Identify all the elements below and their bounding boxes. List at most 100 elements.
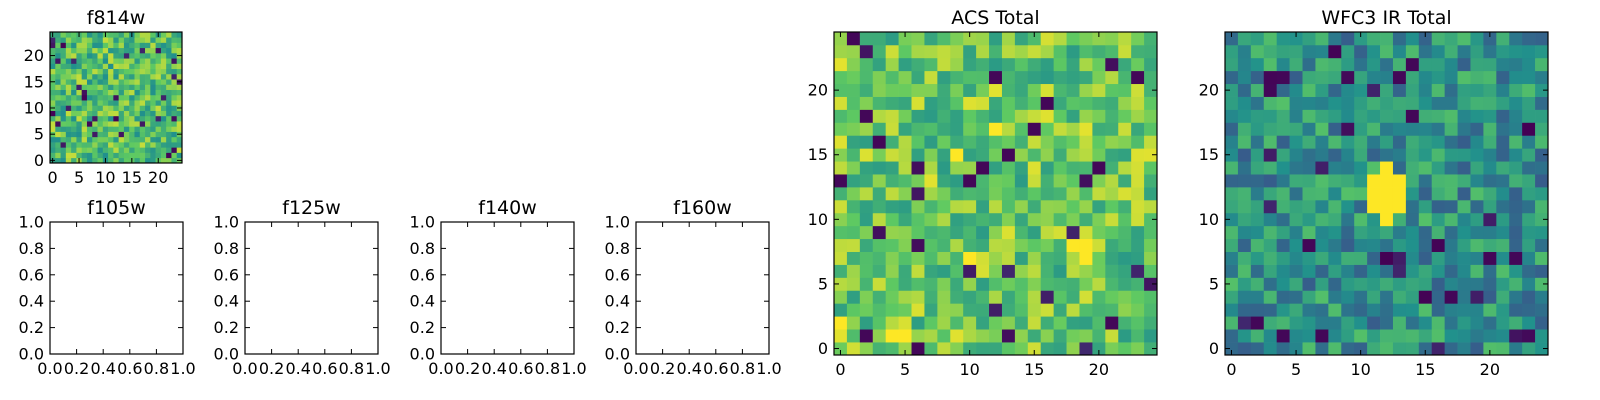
heatmap-cell xyxy=(60,131,67,138)
heatmap-cell xyxy=(1367,57,1381,72)
heatmap-cell xyxy=(76,37,83,43)
heatmap-cell xyxy=(1315,135,1329,149)
heatmap-cell xyxy=(924,342,938,356)
heatmap-cell xyxy=(1405,316,1420,330)
heatmap-cell xyxy=(1392,174,1407,188)
heatmap-cell xyxy=(1079,264,1093,278)
heatmap-cell xyxy=(937,251,951,265)
heatmap-cell xyxy=(60,94,67,101)
heatmap-cell xyxy=(1014,187,1029,201)
heatmap-cell xyxy=(160,47,167,54)
heatmap-cell xyxy=(898,161,912,175)
heatmap-cell xyxy=(885,96,899,110)
heatmap-cell xyxy=(1444,96,1458,110)
heatmap-cell xyxy=(1250,83,1265,97)
heatmap-cell xyxy=(1118,109,1132,123)
x-tick-label: 20 xyxy=(1480,360,1500,379)
heatmap-cell xyxy=(176,37,183,43)
heatmap-cell xyxy=(1418,225,1433,240)
heatmap-cell xyxy=(1380,161,1394,175)
heatmap-cell xyxy=(1457,161,1471,175)
heatmap-cell xyxy=(1289,122,1303,136)
heatmap-cell xyxy=(1105,264,1119,278)
x-tick-label: 0.6 xyxy=(312,359,337,378)
heatmap-cell xyxy=(1276,329,1290,343)
heatmap-cell xyxy=(950,251,964,265)
heatmap-cell xyxy=(123,42,130,49)
heatmap-cell xyxy=(50,73,56,80)
heatmap-cell xyxy=(1354,122,1368,136)
heatmap-cell xyxy=(1328,342,1342,356)
heatmap-cell xyxy=(145,79,151,85)
heatmap-cell xyxy=(65,47,72,54)
heatmap-cell xyxy=(924,44,938,59)
heatmap-cell xyxy=(1341,187,1355,201)
heatmap-cell xyxy=(1341,32,1355,46)
heatmap-cell xyxy=(834,57,848,72)
heatmap-cell xyxy=(1014,148,1029,162)
heatmap-cell xyxy=(60,105,67,111)
heatmap-cell xyxy=(108,110,114,117)
heatmap-cell xyxy=(1001,238,1016,252)
heatmap-cell xyxy=(976,251,990,265)
heatmap-cell xyxy=(1118,290,1132,304)
heatmap-cell xyxy=(86,79,93,85)
heatmap-cell xyxy=(1509,96,1523,110)
heatmap-cell xyxy=(1014,277,1029,291)
heatmap-cell xyxy=(859,44,874,59)
heatmap-cell xyxy=(989,199,1003,214)
heatmap-cell xyxy=(1118,251,1132,265)
heatmap-cell xyxy=(145,84,151,90)
heatmap-cell xyxy=(160,89,167,96)
heatmap-cell xyxy=(1053,290,1067,304)
heatmap-cell xyxy=(1392,44,1407,59)
heatmap-cell xyxy=(65,115,72,122)
heatmap-cell xyxy=(1431,277,1445,291)
heatmap-cell xyxy=(1392,264,1407,278)
heatmap-cell xyxy=(1053,70,1067,85)
heatmap-cell xyxy=(898,199,912,214)
heatmap-cell xyxy=(963,225,977,240)
heatmap-cell xyxy=(176,32,183,38)
heatmap-cell xyxy=(1496,109,1510,123)
heatmap-cell xyxy=(150,136,156,143)
heatmap-cell xyxy=(1263,122,1278,136)
heatmap-cell xyxy=(60,58,67,64)
heatmap-cell xyxy=(1496,174,1510,188)
heatmap-cell xyxy=(1092,212,1106,227)
heatmap-cell xyxy=(1225,70,1239,85)
heatmap-cell xyxy=(1315,70,1329,85)
heatmap-cell xyxy=(1431,135,1445,149)
heatmap-cell xyxy=(1457,122,1471,136)
y-tick-label: 0.8 xyxy=(19,239,44,258)
y-tick-label: 1.0 xyxy=(605,213,630,232)
heatmap-cell xyxy=(1496,96,1510,110)
heatmap-cell xyxy=(924,57,938,72)
heatmap-cell xyxy=(55,73,61,80)
heatmap-cell xyxy=(1053,303,1067,317)
heatmap-cell xyxy=(160,79,167,85)
heatmap-cell xyxy=(166,73,172,80)
heatmap-cell xyxy=(989,238,1003,252)
heatmap-cell xyxy=(92,47,98,54)
x-tick-label: 0.2 xyxy=(650,359,675,378)
heatmap-cell xyxy=(1118,161,1132,175)
heatmap-cell xyxy=(1092,329,1106,343)
heatmap-cell xyxy=(963,329,977,343)
heatmap-cell xyxy=(1535,174,1549,188)
heatmap-cell xyxy=(166,89,172,96)
heatmap-cell xyxy=(963,303,977,317)
heatmap-cell xyxy=(1470,225,1484,240)
heatmap-cell xyxy=(166,42,172,49)
heatmap-cell xyxy=(859,187,874,201)
heatmap-cell xyxy=(898,342,912,356)
heatmap-cell xyxy=(81,89,88,96)
heatmap-cell xyxy=(911,187,925,201)
heatmap-cell xyxy=(976,44,990,59)
heatmap-cell xyxy=(1354,199,1368,214)
heatmap-cell xyxy=(1237,225,1252,240)
heatmap-cell xyxy=(1367,290,1381,304)
heatmap-cell xyxy=(160,52,167,59)
heatmap-cell xyxy=(1014,316,1029,330)
